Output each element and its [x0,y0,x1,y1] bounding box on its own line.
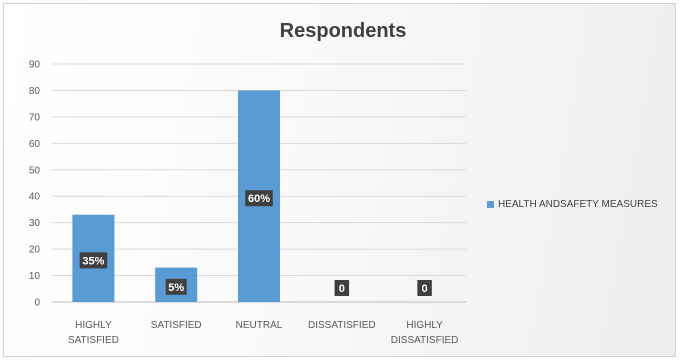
y-tick-label: 30 [29,218,41,229]
x-tick-label: DISSATISFIED [308,320,376,331]
data-label: 0 [339,283,345,295]
legend: HEALTH ANDSAFETY MEASURES [487,199,658,210]
legend-swatch [487,201,494,208]
y-tick-label: 70 [29,112,41,123]
y-tick-label: 60 [29,139,41,150]
x-tick-label: HIGHLY [406,320,443,331]
x-tick-label: NEUTRAL [236,320,283,331]
x-tick-label: SATISFIED [68,335,119,346]
y-tick-label: 80 [29,86,41,97]
x-tick-label: DISSATISFIED [391,335,459,346]
data-label: 0 [422,283,428,295]
y-tick-label: 20 [29,245,41,256]
data-label: 35% [82,255,104,267]
y-tick-label: 10 [29,271,41,282]
data-label: 60% [248,193,270,205]
y-tick-label: 90 [29,60,41,71]
legend-label: HEALTH ANDSAFETY MEASURES [498,199,658,210]
y-tick-label: 50 [29,165,41,176]
x-tick-label: HIGHLY [75,320,112,331]
x-tick-label: SATISFIED [151,320,202,331]
y-tick-label: 0 [34,298,40,309]
y-tick-label: 40 [29,192,41,203]
data-label: 5% [168,282,184,294]
